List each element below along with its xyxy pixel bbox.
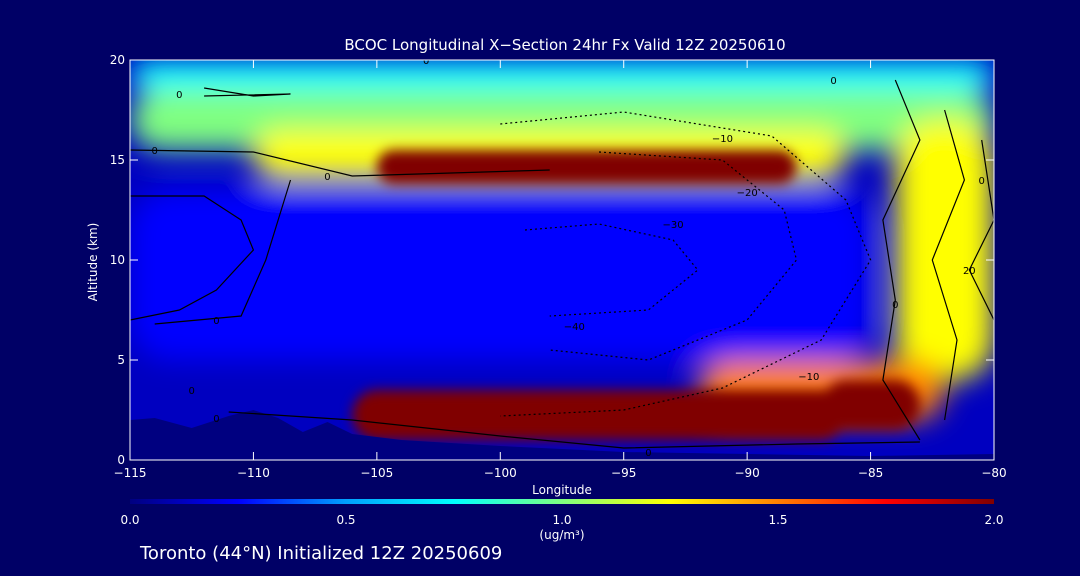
- x-tick-label-7: −80: [981, 466, 1006, 480]
- contour-label-14: −40: [564, 322, 585, 333]
- contour-label-7: 0: [213, 414, 219, 425]
- contour-line-2: [154, 179, 292, 325]
- field-region-5: [130, 220, 501, 300]
- contour-label-4: 0: [830, 76, 836, 87]
- field-region-0: [130, 60, 994, 90]
- contour-line-9: [204, 87, 291, 97]
- contour-label-8: 0: [645, 448, 651, 459]
- colorbar-units: (ug/m³): [539, 528, 584, 542]
- colorbar-tick-label-1: 0.5: [336, 513, 355, 527]
- contour-label-5: 0: [213, 316, 219, 327]
- x-tick-label-4: −95: [611, 466, 636, 480]
- contour-label-2: 0: [176, 90, 182, 101]
- colorbar-tick-label-0: 0.0: [120, 513, 139, 527]
- y-tick-label-1: 5: [117, 353, 125, 367]
- contour-label-0: 0: [151, 146, 157, 157]
- y-tick-label-4: 20: [110, 53, 125, 67]
- contour-label-16: 20: [963, 266, 976, 277]
- contour-line-6: [882, 79, 921, 441]
- y-tick-label-0: 0: [117, 453, 125, 467]
- footer-initialization: Toronto (44°N) Initialized 12Z 20250609: [140, 543, 503, 564]
- contour-label-13: −30: [663, 220, 684, 231]
- y-tick-label-2: 10: [110, 253, 125, 267]
- contour-line-10: [228, 411, 920, 449]
- contour-label-15: −10: [798, 372, 819, 383]
- y-tick-label-3: 15: [110, 153, 125, 167]
- field-region-8: [352, 390, 846, 440]
- contour-label-1: 0: [324, 172, 330, 183]
- field-region-3: [376, 150, 797, 184]
- field-region-6: [895, 120, 994, 380]
- x-tick-label-1: −110: [237, 466, 270, 480]
- contour-label-12: −20: [737, 188, 758, 199]
- contour-label-10: 0: [978, 176, 984, 187]
- x-tick-label-2: −105: [360, 466, 393, 480]
- x-tick-label-3: −100: [484, 466, 517, 480]
- x-tick-label-0: −115: [114, 466, 147, 480]
- contour-label-6: 0: [189, 386, 195, 397]
- colorbar-tick-label-3: 1.5: [768, 513, 787, 527]
- contour-line-3: [500, 111, 872, 417]
- plot-area: 0 0 0 0 0 0 0 0 0 0 0 −10 −20 −30 −40 −10 20: [130, 56, 994, 460]
- chart-title: BCOC Longitudinal X−Section 24hr Fx Vali…: [344, 36, 785, 54]
- contour-line-7: [931, 109, 966, 421]
- field-region-9: [821, 380, 920, 430]
- contour-label-3: 0: [423, 56, 429, 67]
- x-axis-label: Longitude: [532, 483, 592, 497]
- terrain: [130, 410, 994, 460]
- contour-line-8: [968, 139, 994, 321]
- colorbar-tick-label-4: 2.0: [984, 513, 1003, 527]
- colorbar: [130, 499, 994, 504]
- contour-label-9: 0: [892, 300, 898, 311]
- contour-line-1: [130, 195, 255, 321]
- contour-line-5: [524, 223, 699, 317]
- y-axis-label: Altitude (km): [86, 223, 100, 302]
- x-tick-label-5: −90: [734, 466, 759, 480]
- x-tick-label-6: −85: [858, 466, 883, 480]
- colorbar-tick-label-2: 1.0: [552, 513, 571, 527]
- contour-line-0: [130, 149, 550, 177]
- contour-label-11: −10: [712, 134, 733, 145]
